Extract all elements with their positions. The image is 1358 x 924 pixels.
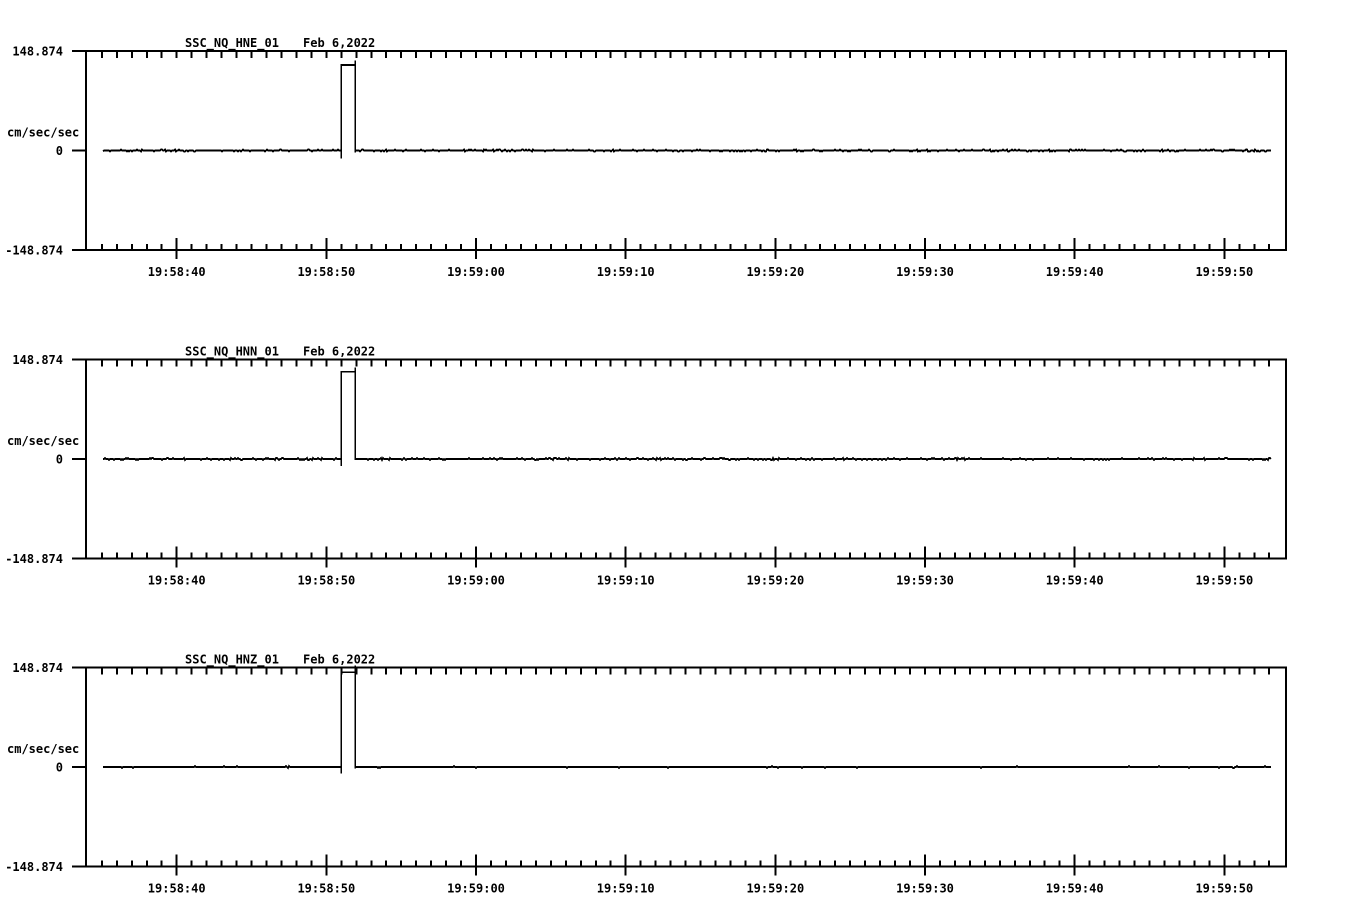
bottom-axis-ticks [100,238,1271,259]
x-tick-label: 19:59:30 [896,265,954,279]
y-axis-unit-label: cm/sec/sec [7,434,79,448]
x-tick-label: 19:59:50 [1195,882,1253,896]
x-tick-label: 19:59:20 [746,574,804,588]
panel-date-label: Feb 6,2022 [303,36,375,50]
bottom-axis-ticks [100,546,1271,568]
waveform-trace [103,665,1271,774]
y-axis-unit-label: cm/sec/sec [7,742,79,756]
waveform-panel: 148.874 0 -148.874 cm/sec/sec 19:58:40 19:58:… [5,345,1287,588]
x-tick-label: 19:59:40 [1046,574,1104,588]
x-tick-label: 19:58:40 [148,574,206,588]
y-tick-label: 148.874 [12,661,63,675]
y-tick-label: -148.874 [5,552,63,566]
x-tick-label: 19:59:30 [896,574,954,588]
y-axis-ticks [72,666,86,868]
x-tick-label: 19:59:10 [597,265,655,279]
x-tick-label: 19:59:30 [896,882,954,896]
y-tick-label: 148.874 [12,353,63,367]
x-tick-label: 19:58:40 [148,265,206,279]
panel-title: SSC_NQ_HNN_01 [185,345,279,360]
x-tick-label: 19:59:40 [1046,265,1104,279]
x-tick-label: 19:59:20 [746,265,804,279]
x-tick-label: 19:58:50 [297,882,355,896]
bottom-axis-ticks [100,854,1271,876]
x-tick-label: 19:59:00 [447,882,505,896]
panel-title: SSC_NQ_HNE_01 [185,36,279,51]
panel-title: SSC_NQ_HNZ_01 [185,653,279,668]
x-tick-label: 19:59:50 [1195,574,1253,588]
x-tick-label: 19:59:10 [597,574,655,588]
x-tick-label: 19:59:10 [597,882,655,896]
waveform-panel: 148.874 0 -148.874 cm/sec/sec 19:58:40 19:58:… [5,36,1287,279]
waveform-trace [102,60,1271,159]
x-tick-label: 19:59:00 [447,265,505,279]
top-axis-ticks [100,667,1271,675]
y-tick-label: -148.874 [5,860,63,874]
y-tick-label: 0 [56,453,63,467]
waveform-panel: 148.874 0 -148.874 cm/sec/sec 19:58:40 19:58:… [5,653,1287,896]
y-axis-unit-label: cm/sec/sec [7,126,79,140]
x-tick-label: 19:59:20 [746,882,804,896]
x-tick-label: 19:59:50 [1195,265,1253,279]
y-axis-ticks [72,50,86,251]
x-tick-label: 19:59:00 [447,574,505,588]
x-tick-label: 19:58:50 [297,574,355,588]
y-tick-label: 0 [56,761,63,775]
panel-date-label: Feb 6,2022 [303,345,375,359]
y-axis-ticks [72,358,86,560]
x-tick-label: 19:59:40 [1046,882,1104,896]
y-tick-label: 148.874 [12,45,63,59]
y-tick-label: -148.874 [5,244,63,258]
y-tick-label: 0 [56,144,63,158]
x-tick-label: 19:58:50 [297,265,355,279]
x-tick-label: 19:58:40 [148,882,206,896]
top-axis-ticks [100,359,1271,367]
panel-date-label: Feb 6,2022 [303,653,375,667]
top-axis-ticks [100,51,1271,58]
waveform-trace [103,367,1272,466]
